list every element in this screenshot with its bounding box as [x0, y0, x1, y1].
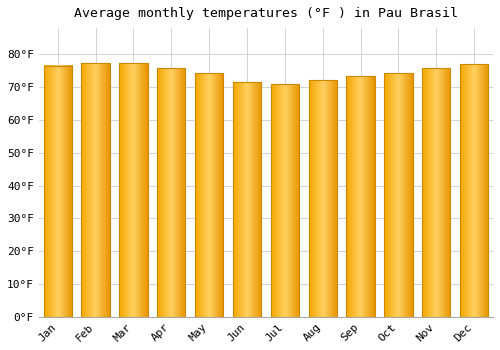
Bar [384, 73, 412, 317]
Bar [233, 82, 261, 317]
Bar [119, 63, 148, 317]
Bar [44, 66, 72, 317]
Title: Average monthly temperatures (°F ) in Pau Brasil: Average monthly temperatures (°F ) in Pa… [74, 7, 458, 20]
Bar [195, 73, 224, 317]
Bar [82, 63, 110, 317]
Bar [308, 80, 337, 317]
Bar [422, 68, 450, 317]
Bar [270, 84, 299, 317]
Bar [346, 76, 375, 317]
Bar [460, 64, 488, 317]
Bar [157, 68, 186, 317]
